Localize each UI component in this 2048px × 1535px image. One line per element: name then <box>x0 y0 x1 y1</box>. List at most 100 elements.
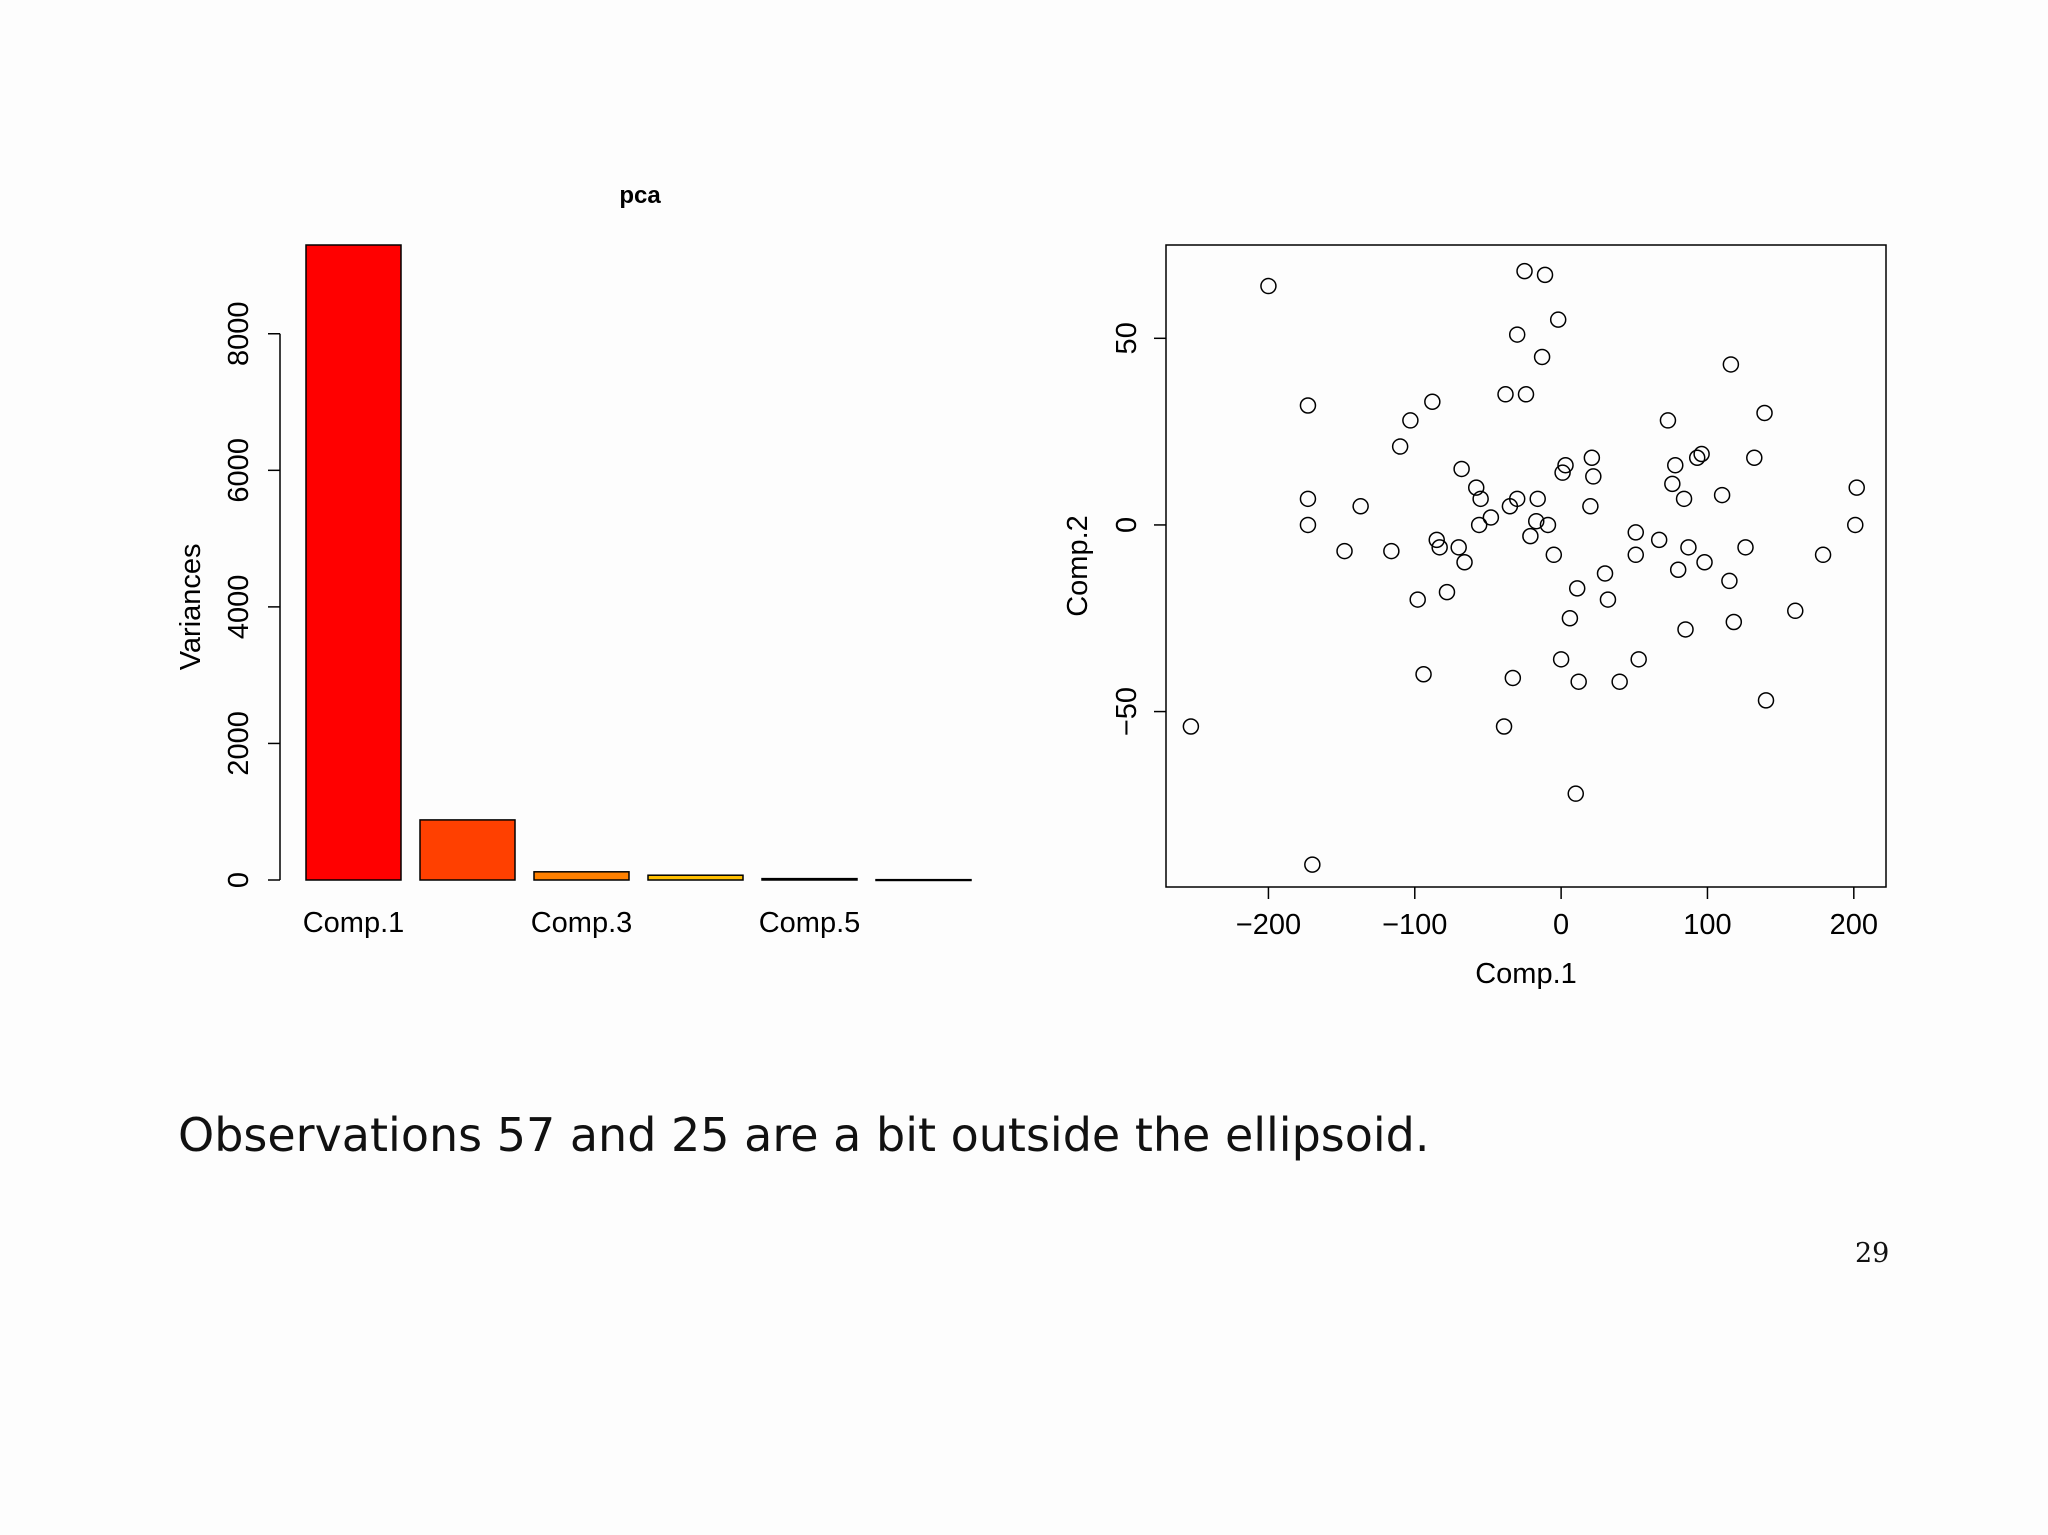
bar-Comp.3 <box>533 871 630 881</box>
scatter-point <box>1659 412 1677 429</box>
scatter-point <box>1650 531 1668 549</box>
scatter-point <box>1627 546 1645 564</box>
scatter-point <box>1554 464 1571 481</box>
scatter-point <box>1516 262 1533 280</box>
x-tick-label: Comp.1 <box>303 907 405 939</box>
bar-Comp.6 <box>875 878 972 882</box>
scatter-point <box>1757 692 1775 709</box>
scatter-point <box>1552 651 1570 668</box>
scatter-point <box>1725 613 1743 631</box>
x-tick-label: Comp.3 <box>531 907 633 939</box>
scatter-point <box>1424 393 1441 411</box>
scatter-point <box>1545 546 1563 564</box>
slide-caption: Observations 57 and 25 are a bit outside… <box>178 1108 1430 1162</box>
scatter-point <box>1527 512 1545 530</box>
scatter-point <box>1583 449 1601 467</box>
y-tick-label: 4000 <box>223 575 255 640</box>
scatter-point <box>1539 516 1557 534</box>
scatter-point <box>1456 554 1473 571</box>
scatter-point <box>1450 539 1467 556</box>
scatter-point <box>1756 404 1773 422</box>
x-tick-label: Comp.5 <box>759 907 861 939</box>
scatter-point <box>1630 651 1647 668</box>
scatter-point <box>1383 542 1400 560</box>
scatter-point <box>1536 266 1554 284</box>
bar-Comp.1 <box>305 244 402 881</box>
x-axis-label: Comp.1 <box>1475 958 1577 990</box>
x-tick-label: 100 <box>1683 909 1731 941</box>
x-tick-label: 0 <box>1553 909 1569 941</box>
scatter-point <box>1504 669 1522 687</box>
scatter-point <box>1482 509 1500 526</box>
scatter-point <box>1472 490 1489 508</box>
x-tick-label: −200 <box>1236 909 1301 941</box>
scatter-point <box>1677 621 1694 638</box>
scatter-point <box>1721 572 1738 590</box>
scatter-point <box>1680 539 1697 556</box>
scatter-point <box>1428 531 1445 549</box>
scatter-point <box>1722 356 1740 373</box>
scatter-point <box>1409 591 1426 608</box>
scatter-point <box>1415 665 1432 683</box>
y-tick-label: −50 <box>1111 687 1143 736</box>
scatter-point <box>1787 602 1804 620</box>
scatter-point <box>1675 490 1693 508</box>
scatter-chart: −200 −100 0 100 200 Comp.1 −50 0 50 Comp.2 <box>1062 244 1887 990</box>
scatter-point <box>1533 348 1551 366</box>
scatter-point <box>1522 527 1539 545</box>
scatter-point <box>1664 475 1681 493</box>
scatter-point <box>1470 516 1488 534</box>
y-tick-label: 2000 <box>223 711 255 776</box>
scatter-point <box>1299 516 1317 534</box>
y-axis-label: Comp.2 <box>1062 515 1094 617</box>
x-tick-label: 200 <box>1830 909 1878 941</box>
scatter-point <box>1627 524 1645 541</box>
scatter-point <box>1746 449 1763 467</box>
page-number: 29 <box>1855 1238 1890 1269</box>
y-tick-label: 6000 <box>223 438 255 503</box>
scatter-point <box>1667 456 1684 474</box>
plot-frame <box>1165 244 1887 888</box>
scatter-point <box>1713 486 1731 504</box>
scatter-point <box>1568 580 1586 597</box>
scatter-point <box>1467 479 1485 496</box>
scatter-point <box>1299 397 1317 414</box>
scatter-point <box>1391 438 1409 455</box>
scatter-point <box>1599 591 1617 608</box>
scatter-point <box>1402 412 1419 429</box>
bar-Comp.5 <box>761 877 858 881</box>
scatter-point <box>1517 386 1535 403</box>
scatter-point <box>1570 673 1587 690</box>
scatter-point <box>1304 856 1321 873</box>
scatter-point <box>1508 326 1526 343</box>
bar-chart-title: pca <box>619 182 661 209</box>
scatter-point <box>1585 468 1602 485</box>
scatter-point <box>1814 546 1832 564</box>
scatter-point <box>1693 445 1710 463</box>
scatter-point <box>1596 565 1614 582</box>
scatter-point <box>1669 561 1687 578</box>
bar-chart: pca 0 2000 4000 6000 8000 Variances Comp.1 Comp.… <box>175 182 972 939</box>
scatter-point <box>1431 539 1448 556</box>
bar-Comp.4 <box>647 874 744 881</box>
scatter-point <box>1696 554 1713 571</box>
x-tick-label: −100 <box>1382 909 1447 941</box>
scatter-point <box>1260 277 1277 295</box>
scatter-point <box>1529 490 1546 508</box>
y-tick-label: 0 <box>223 872 255 888</box>
scatter-point <box>1557 456 1574 474</box>
scatter-point <box>1182 718 1200 735</box>
y-tick-label: 50 <box>1111 322 1143 354</box>
scatter-point <box>1847 516 1864 534</box>
scatter-point <box>1561 610 1579 627</box>
scatter-point <box>1567 785 1585 802</box>
scatter-point <box>1737 539 1754 556</box>
scatter-point <box>1688 449 1706 467</box>
y-tick-label: 0 <box>1111 517 1143 533</box>
scatter-point <box>1582 498 1599 515</box>
scatter-point <box>1336 542 1353 560</box>
scatter-point <box>1495 718 1513 735</box>
bar-Comp.2 <box>419 819 516 881</box>
